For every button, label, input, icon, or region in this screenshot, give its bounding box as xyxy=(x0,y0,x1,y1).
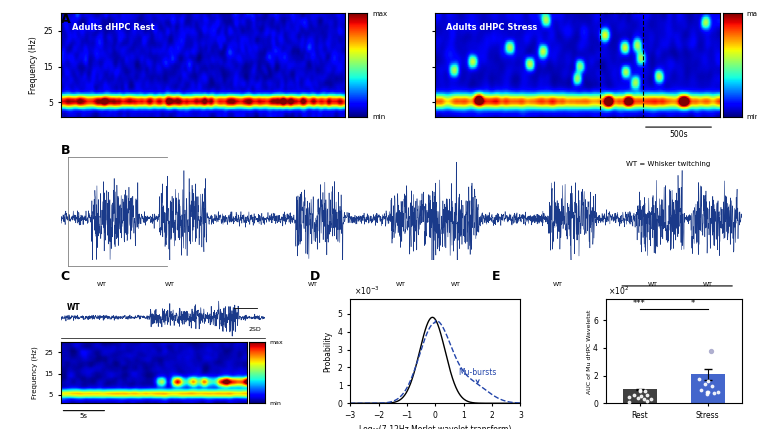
Point xyxy=(699,381,711,387)
Text: WT = Whisker twitching: WT = Whisker twitching xyxy=(626,161,710,167)
Text: E: E xyxy=(492,270,500,283)
Point xyxy=(694,386,706,393)
Y-axis label: Probability: Probability xyxy=(323,331,332,372)
Point xyxy=(638,396,650,402)
Text: WT: WT xyxy=(450,282,461,287)
X-axis label: Log₁₀(7-12Hz Morlet wavelet transform): Log₁₀(7-12Hz Morlet wavelet transform) xyxy=(359,426,512,429)
Point xyxy=(702,389,714,396)
Point xyxy=(693,376,705,383)
Text: WT: WT xyxy=(307,282,318,287)
Text: WT: WT xyxy=(553,282,563,287)
Point xyxy=(712,389,724,396)
Text: $\times 10^{2}$: $\times 10^{2}$ xyxy=(609,285,629,297)
Text: Adults dHPC Stress: Adults dHPC Stress xyxy=(447,23,537,32)
Text: D: D xyxy=(310,270,321,283)
Point xyxy=(639,387,651,394)
Point xyxy=(634,387,646,394)
Bar xyxy=(623,390,657,403)
Bar xyxy=(691,374,725,403)
Point xyxy=(640,398,653,405)
Text: WT: WT xyxy=(396,282,407,287)
Point xyxy=(628,391,640,398)
Point xyxy=(632,395,644,402)
Point xyxy=(634,393,646,400)
Point xyxy=(641,392,653,399)
Point xyxy=(701,391,713,398)
Text: Mu-bursts: Mu-bursts xyxy=(458,368,497,383)
Text: A: A xyxy=(61,13,70,26)
Text: 5s: 5s xyxy=(79,413,87,419)
Point xyxy=(701,388,713,395)
Point xyxy=(708,390,720,397)
Text: WT: WT xyxy=(702,282,713,287)
Bar xyxy=(600,13,643,117)
Point xyxy=(623,398,635,405)
Text: ***: *** xyxy=(633,299,646,308)
Point xyxy=(645,396,657,403)
Text: 250s: 250s xyxy=(668,299,686,305)
Y-axis label: Frequency (Hz): Frequency (Hz) xyxy=(32,346,39,399)
Text: Adults dHPC Rest: Adults dHPC Rest xyxy=(72,23,154,32)
Text: 500s: 500s xyxy=(669,130,688,139)
Text: WT: WT xyxy=(67,302,80,311)
Text: 2SD: 2SD xyxy=(248,327,261,332)
Point xyxy=(702,378,715,384)
Text: WT: WT xyxy=(164,282,175,287)
Point xyxy=(706,347,718,354)
Point xyxy=(634,387,646,394)
Text: WT: WT xyxy=(648,282,659,287)
Point xyxy=(706,383,718,390)
Y-axis label: Frequency (Hz): Frequency (Hz) xyxy=(29,36,38,94)
Text: C: C xyxy=(61,270,70,283)
Text: WT: WT xyxy=(96,282,107,287)
Text: B: B xyxy=(61,144,70,157)
Text: *: * xyxy=(691,299,695,308)
Point xyxy=(623,394,635,401)
Y-axis label: AUC of Mu dHPC Waveletst: AUC of Mu dHPC Waveletst xyxy=(587,309,592,393)
Text: $\times 10^{-3}$: $\times 10^{-3}$ xyxy=(354,285,379,297)
